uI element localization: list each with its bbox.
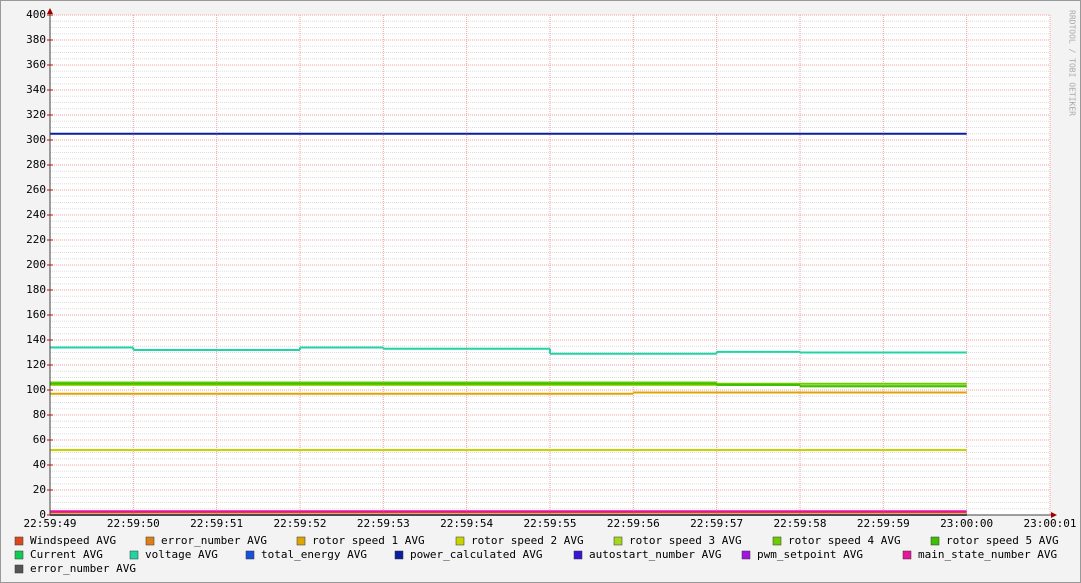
legend-swatch <box>394 550 404 560</box>
legend-label: Current AVG <box>30 548 103 561</box>
legend-swatch <box>930 536 940 546</box>
y-tick-label: 20 <box>33 483 46 496</box>
x-tick-label: 22:59:52 <box>274 517 327 530</box>
legend-swatch <box>573 550 583 560</box>
legend-swatch <box>296 536 306 546</box>
x-tick-label: 22:59:55 <box>524 517 577 530</box>
legend-label: rotor speed 2 AVG <box>471 534 584 547</box>
y-tick-label: 380 <box>26 33 46 46</box>
x-tick-label: 22:59:53 <box>357 517 410 530</box>
legend-label: autostart_number AVG <box>589 548 721 561</box>
x-tick-label: 22:59:50 <box>107 517 160 530</box>
y-tick-label: 320 <box>26 108 46 121</box>
legend-swatch <box>14 550 24 560</box>
y-tick-label: 280 <box>26 158 46 171</box>
legend-swatch <box>14 564 24 574</box>
legend-label: voltage AVG <box>145 548 218 561</box>
legend-label: rotor speed 5 AVG <box>946 534 1059 547</box>
legend-swatch <box>129 550 139 560</box>
y-axis-arrow <box>47 8 53 14</box>
legend-label: Windspeed AVG <box>30 534 116 547</box>
y-tick-label: 180 <box>26 283 46 296</box>
y-tick-label: 360 <box>26 58 46 71</box>
y-tick-label: 160 <box>26 308 46 321</box>
y-tick-label: 120 <box>26 358 46 371</box>
legend-swatch <box>245 550 255 560</box>
y-tick-label: 100 <box>26 383 46 396</box>
x-tick-label: 22:59:57 <box>690 517 743 530</box>
legend-swatch <box>145 536 155 546</box>
legend-label: pwm_setpoint AVG <box>757 548 863 561</box>
y-tick-label: 300 <box>26 133 46 146</box>
legend-label: power_calculated AVG <box>410 548 542 561</box>
legend-label: total_energy AVG <box>261 548 367 561</box>
x-tick-label: 22:59:59 <box>857 517 910 530</box>
y-tick-label: 220 <box>26 233 46 246</box>
y-tick-label: 60 <box>33 433 46 446</box>
x-tick-label: 22:59:54 <box>440 517 493 530</box>
y-tick-label: 260 <box>26 183 46 196</box>
x-tick-label: 22:59:58 <box>774 517 827 530</box>
x-tick-label: 22:59:49 <box>24 517 77 530</box>
legend-swatch <box>455 536 465 546</box>
legend-swatch <box>902 550 912 560</box>
y-tick-label: 340 <box>26 83 46 96</box>
y-tick-label: 0 <box>39 508 46 521</box>
legend-label: rotor speed 3 AVG <box>629 534 742 547</box>
x-axis-arrow <box>1051 512 1057 518</box>
y-tick-label: 80 <box>33 408 46 421</box>
y-tick-label: 400 <box>26 8 46 21</box>
legend-swatch <box>613 536 623 546</box>
legend-label: rotor speed 1 AVG <box>312 534 425 547</box>
y-tick-label: 140 <box>26 333 46 346</box>
legend-swatch <box>14 536 24 546</box>
x-tick-label: 22:59:56 <box>607 517 660 530</box>
legend-label: error_number AVG <box>161 534 267 547</box>
legend-swatch <box>741 550 751 560</box>
x-tick-label: 23:00:00 <box>940 517 993 530</box>
legend-label: error_number AVG <box>30 562 136 575</box>
watermark: RRDTOOL / TOBI OETIKER <box>1068 10 1077 116</box>
y-tick-label: 40 <box>33 458 46 471</box>
legend-swatch <box>772 536 782 546</box>
legend-label: main_state_number AVG <box>918 548 1057 561</box>
x-tick-label: 22:59:51 <box>190 517 243 530</box>
y-tick-label: 200 <box>26 258 46 271</box>
x-tick-label: 23:00:01 <box>1024 517 1077 530</box>
legend-label: rotor speed 4 AVG <box>788 534 901 547</box>
y-tick-label: 240 <box>26 208 46 221</box>
